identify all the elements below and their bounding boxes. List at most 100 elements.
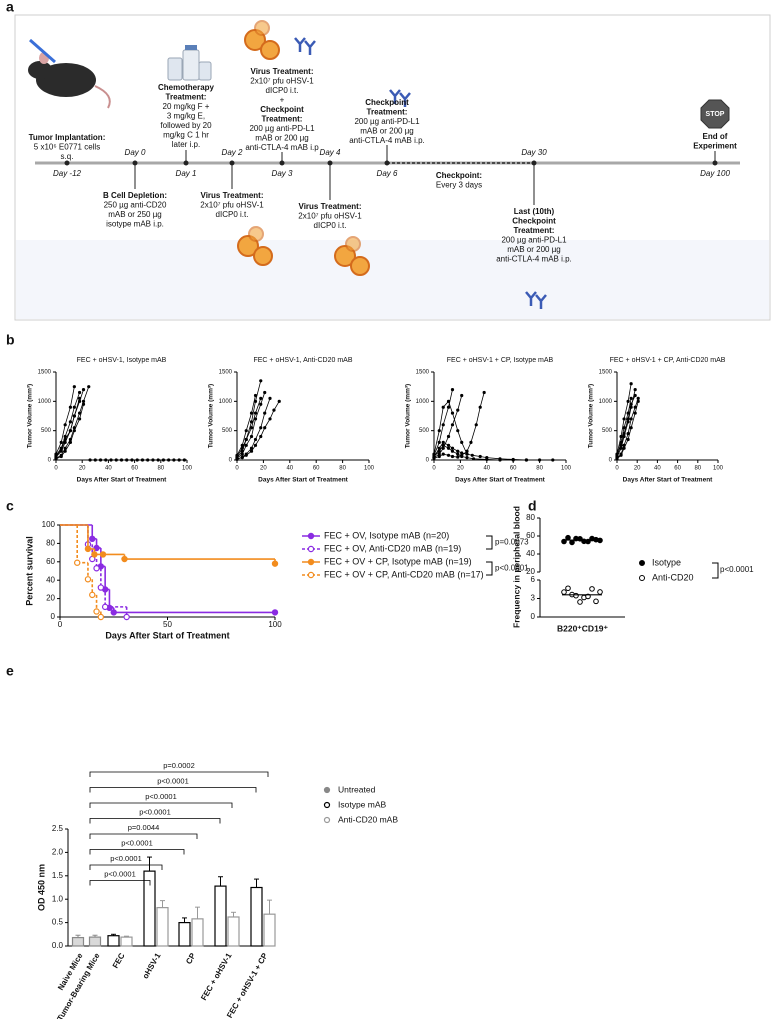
data-point bbox=[249, 411, 254, 415]
data-point bbox=[626, 417, 630, 421]
data-point bbox=[244, 443, 248, 447]
event-text: Checkpoint: bbox=[436, 171, 482, 180]
data-point bbox=[478, 454, 482, 459]
legend-marker bbox=[323, 816, 331, 824]
comparison-bracket bbox=[89, 880, 151, 886]
y-tick-label: 20 bbox=[526, 567, 535, 576]
data-point bbox=[130, 458, 134, 462]
y-tick-label: 1500 bbox=[38, 370, 52, 376]
panel-letter: d bbox=[528, 498, 537, 514]
survival-marker bbox=[89, 535, 96, 543]
data-point bbox=[626, 399, 630, 403]
y-tick-label: 1.5 bbox=[52, 871, 64, 880]
series-line bbox=[236, 401, 280, 460]
data-point bbox=[253, 437, 258, 442]
data-point bbox=[68, 429, 73, 433]
data-point bbox=[240, 452, 244, 456]
x-tick-label: 0 bbox=[432, 466, 436, 472]
legend-label: FEC + OV + CP, Anti-CD20 mAB (n=17) bbox=[324, 569, 484, 579]
survival-marker bbox=[91, 551, 98, 558]
data-point bbox=[268, 417, 272, 421]
p-value: p<0.0001 bbox=[104, 869, 136, 878]
data-point bbox=[182, 458, 186, 462]
bottle-icons bbox=[167, 45, 212, 81]
x-tick-label: 40 bbox=[105, 466, 112, 472]
data-point bbox=[538, 458, 542, 462]
p-value: p<0.0001 bbox=[157, 776, 189, 785]
data-point bbox=[446, 453, 451, 457]
event-text: mAB or 200 µg bbox=[507, 245, 561, 254]
y-tick-label: 1500 bbox=[416, 370, 430, 376]
dot-point bbox=[569, 539, 575, 546]
data-point bbox=[249, 434, 254, 439]
legend-marker bbox=[307, 558, 315, 566]
data-point bbox=[77, 396, 82, 400]
data-point bbox=[259, 402, 263, 406]
x-axis-label: Days After Start of Treatment bbox=[455, 477, 546, 484]
event-text: 200 µg anti-PD-L1 bbox=[249, 124, 315, 133]
dot-point bbox=[589, 586, 595, 592]
y-tick-label: 0 bbox=[531, 612, 536, 621]
data-point bbox=[167, 458, 171, 462]
event-text: 2x10⁷ pfu oHSV-1 bbox=[200, 201, 264, 210]
x-tick-label: 60 bbox=[674, 466, 681, 472]
x-tick-label: 100 bbox=[268, 620, 282, 629]
antibody-icon bbox=[294, 37, 547, 309]
data-point bbox=[172, 458, 176, 462]
x-tick-label: oHSV-1 bbox=[141, 951, 163, 980]
y-tick-label: 500 bbox=[602, 428, 613, 434]
dot-point bbox=[561, 589, 567, 595]
data-point bbox=[636, 396, 640, 400]
data-point bbox=[59, 440, 63, 444]
bar bbox=[88, 936, 102, 947]
comparison-bracket bbox=[89, 771, 269, 777]
dot-point bbox=[597, 589, 603, 595]
event-text: Treatment: bbox=[166, 93, 207, 102]
y-axis-label: Tumor Volume (mm³) bbox=[27, 384, 34, 448]
data-point bbox=[249, 426, 254, 430]
data-point bbox=[54, 457, 58, 461]
data-point bbox=[460, 440, 464, 444]
legend-label: FEC + OV, Anti-CD20 mAB (n=19) bbox=[324, 543, 461, 553]
data-point bbox=[151, 458, 155, 462]
y-tick-label: 1500 bbox=[219, 370, 233, 376]
y-tick-label: 2.0 bbox=[52, 848, 64, 857]
data-point bbox=[259, 434, 263, 439]
data-point bbox=[629, 426, 633, 430]
survival-marker bbox=[93, 544, 100, 552]
data-point bbox=[72, 414, 76, 418]
data-point bbox=[253, 417, 258, 421]
bar bbox=[263, 913, 276, 947]
data-point bbox=[140, 458, 145, 462]
data-point bbox=[511, 458, 515, 462]
data-point bbox=[498, 458, 502, 462]
data-point bbox=[474, 423, 478, 427]
survival-marker bbox=[73, 559, 81, 566]
bar bbox=[227, 916, 240, 947]
data-point bbox=[432, 456, 436, 460]
data-point bbox=[59, 447, 63, 452]
p-value: p<0.0001 bbox=[110, 854, 142, 863]
x-tick-label: 60 bbox=[510, 466, 517, 472]
data-point bbox=[456, 429, 460, 433]
event-text: mAB or 250 µg bbox=[108, 210, 162, 219]
x-tick-label: 100 bbox=[364, 466, 375, 472]
data-point bbox=[633, 405, 637, 409]
event-text: Every 3 days bbox=[436, 181, 482, 190]
event-text: 5 x10⁶ E0771 cells bbox=[34, 143, 100, 152]
day-label: Day 100 bbox=[700, 169, 730, 178]
dot-point bbox=[577, 599, 583, 605]
survival-marker bbox=[93, 565, 100, 572]
x-tick-label: 100 bbox=[182, 466, 193, 472]
data-point bbox=[450, 454, 455, 459]
data-point bbox=[109, 458, 113, 462]
data-point bbox=[59, 454, 63, 459]
data-point bbox=[450, 411, 455, 415]
x-tick-label: 100 bbox=[561, 466, 572, 472]
data-point bbox=[263, 411, 267, 415]
bar bbox=[107, 935, 120, 947]
data-point bbox=[441, 446, 445, 450]
y-tick-label: 1000 bbox=[38, 399, 52, 405]
